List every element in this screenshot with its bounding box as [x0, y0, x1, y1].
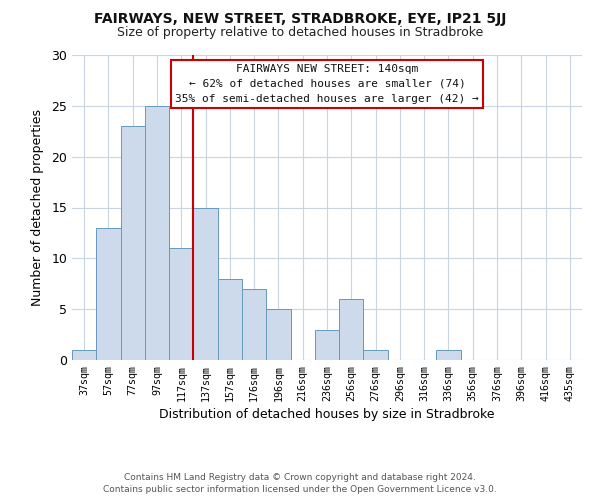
Bar: [266, 309, 290, 360]
Bar: [145, 106, 169, 360]
X-axis label: Distribution of detached houses by size in Stradbroke: Distribution of detached houses by size …: [159, 408, 495, 421]
Bar: [121, 126, 145, 360]
Bar: [218, 278, 242, 360]
Text: FAIRWAYS NEW STREET: 140sqm
← 62% of detached houses are smaller (74)
35% of sem: FAIRWAYS NEW STREET: 140sqm ← 62% of det…: [175, 64, 479, 104]
Bar: [242, 289, 266, 360]
Text: FAIRWAYS, NEW STREET, STRADBROKE, EYE, IP21 5JJ: FAIRWAYS, NEW STREET, STRADBROKE, EYE, I…: [94, 12, 506, 26]
Bar: [315, 330, 339, 360]
Bar: [96, 228, 121, 360]
Text: Contains HM Land Registry data © Crown copyright and database right 2024.
Contai: Contains HM Land Registry data © Crown c…: [103, 472, 497, 494]
Bar: [436, 350, 461, 360]
Bar: [193, 208, 218, 360]
Text: Size of property relative to detached houses in Stradbroke: Size of property relative to detached ho…: [117, 26, 483, 39]
Bar: [339, 299, 364, 360]
Y-axis label: Number of detached properties: Number of detached properties: [31, 109, 44, 306]
Bar: [364, 350, 388, 360]
Bar: [169, 248, 193, 360]
Bar: [72, 350, 96, 360]
